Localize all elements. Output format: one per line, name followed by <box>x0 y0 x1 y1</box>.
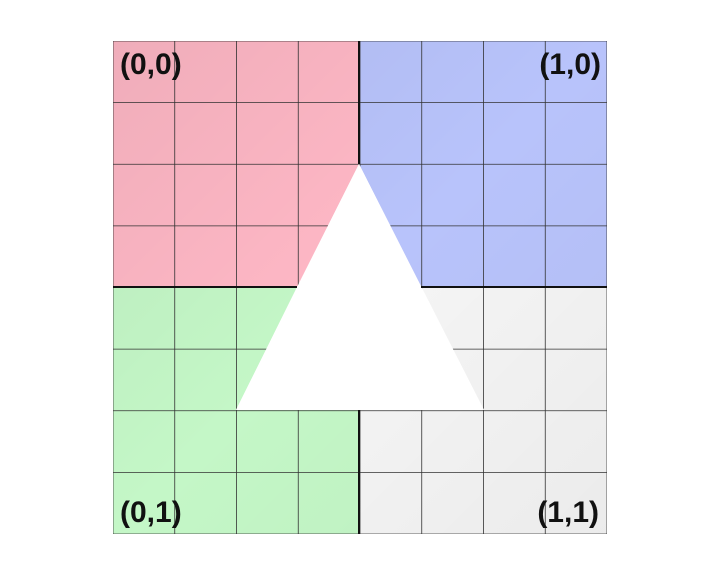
label-top-right: (1,0) <box>539 48 601 81</box>
label-bottom-right: (1,1) <box>537 496 599 529</box>
label-bottom-left: (0,1) <box>120 496 182 529</box>
label-top-left: (0,0) <box>120 48 182 81</box>
